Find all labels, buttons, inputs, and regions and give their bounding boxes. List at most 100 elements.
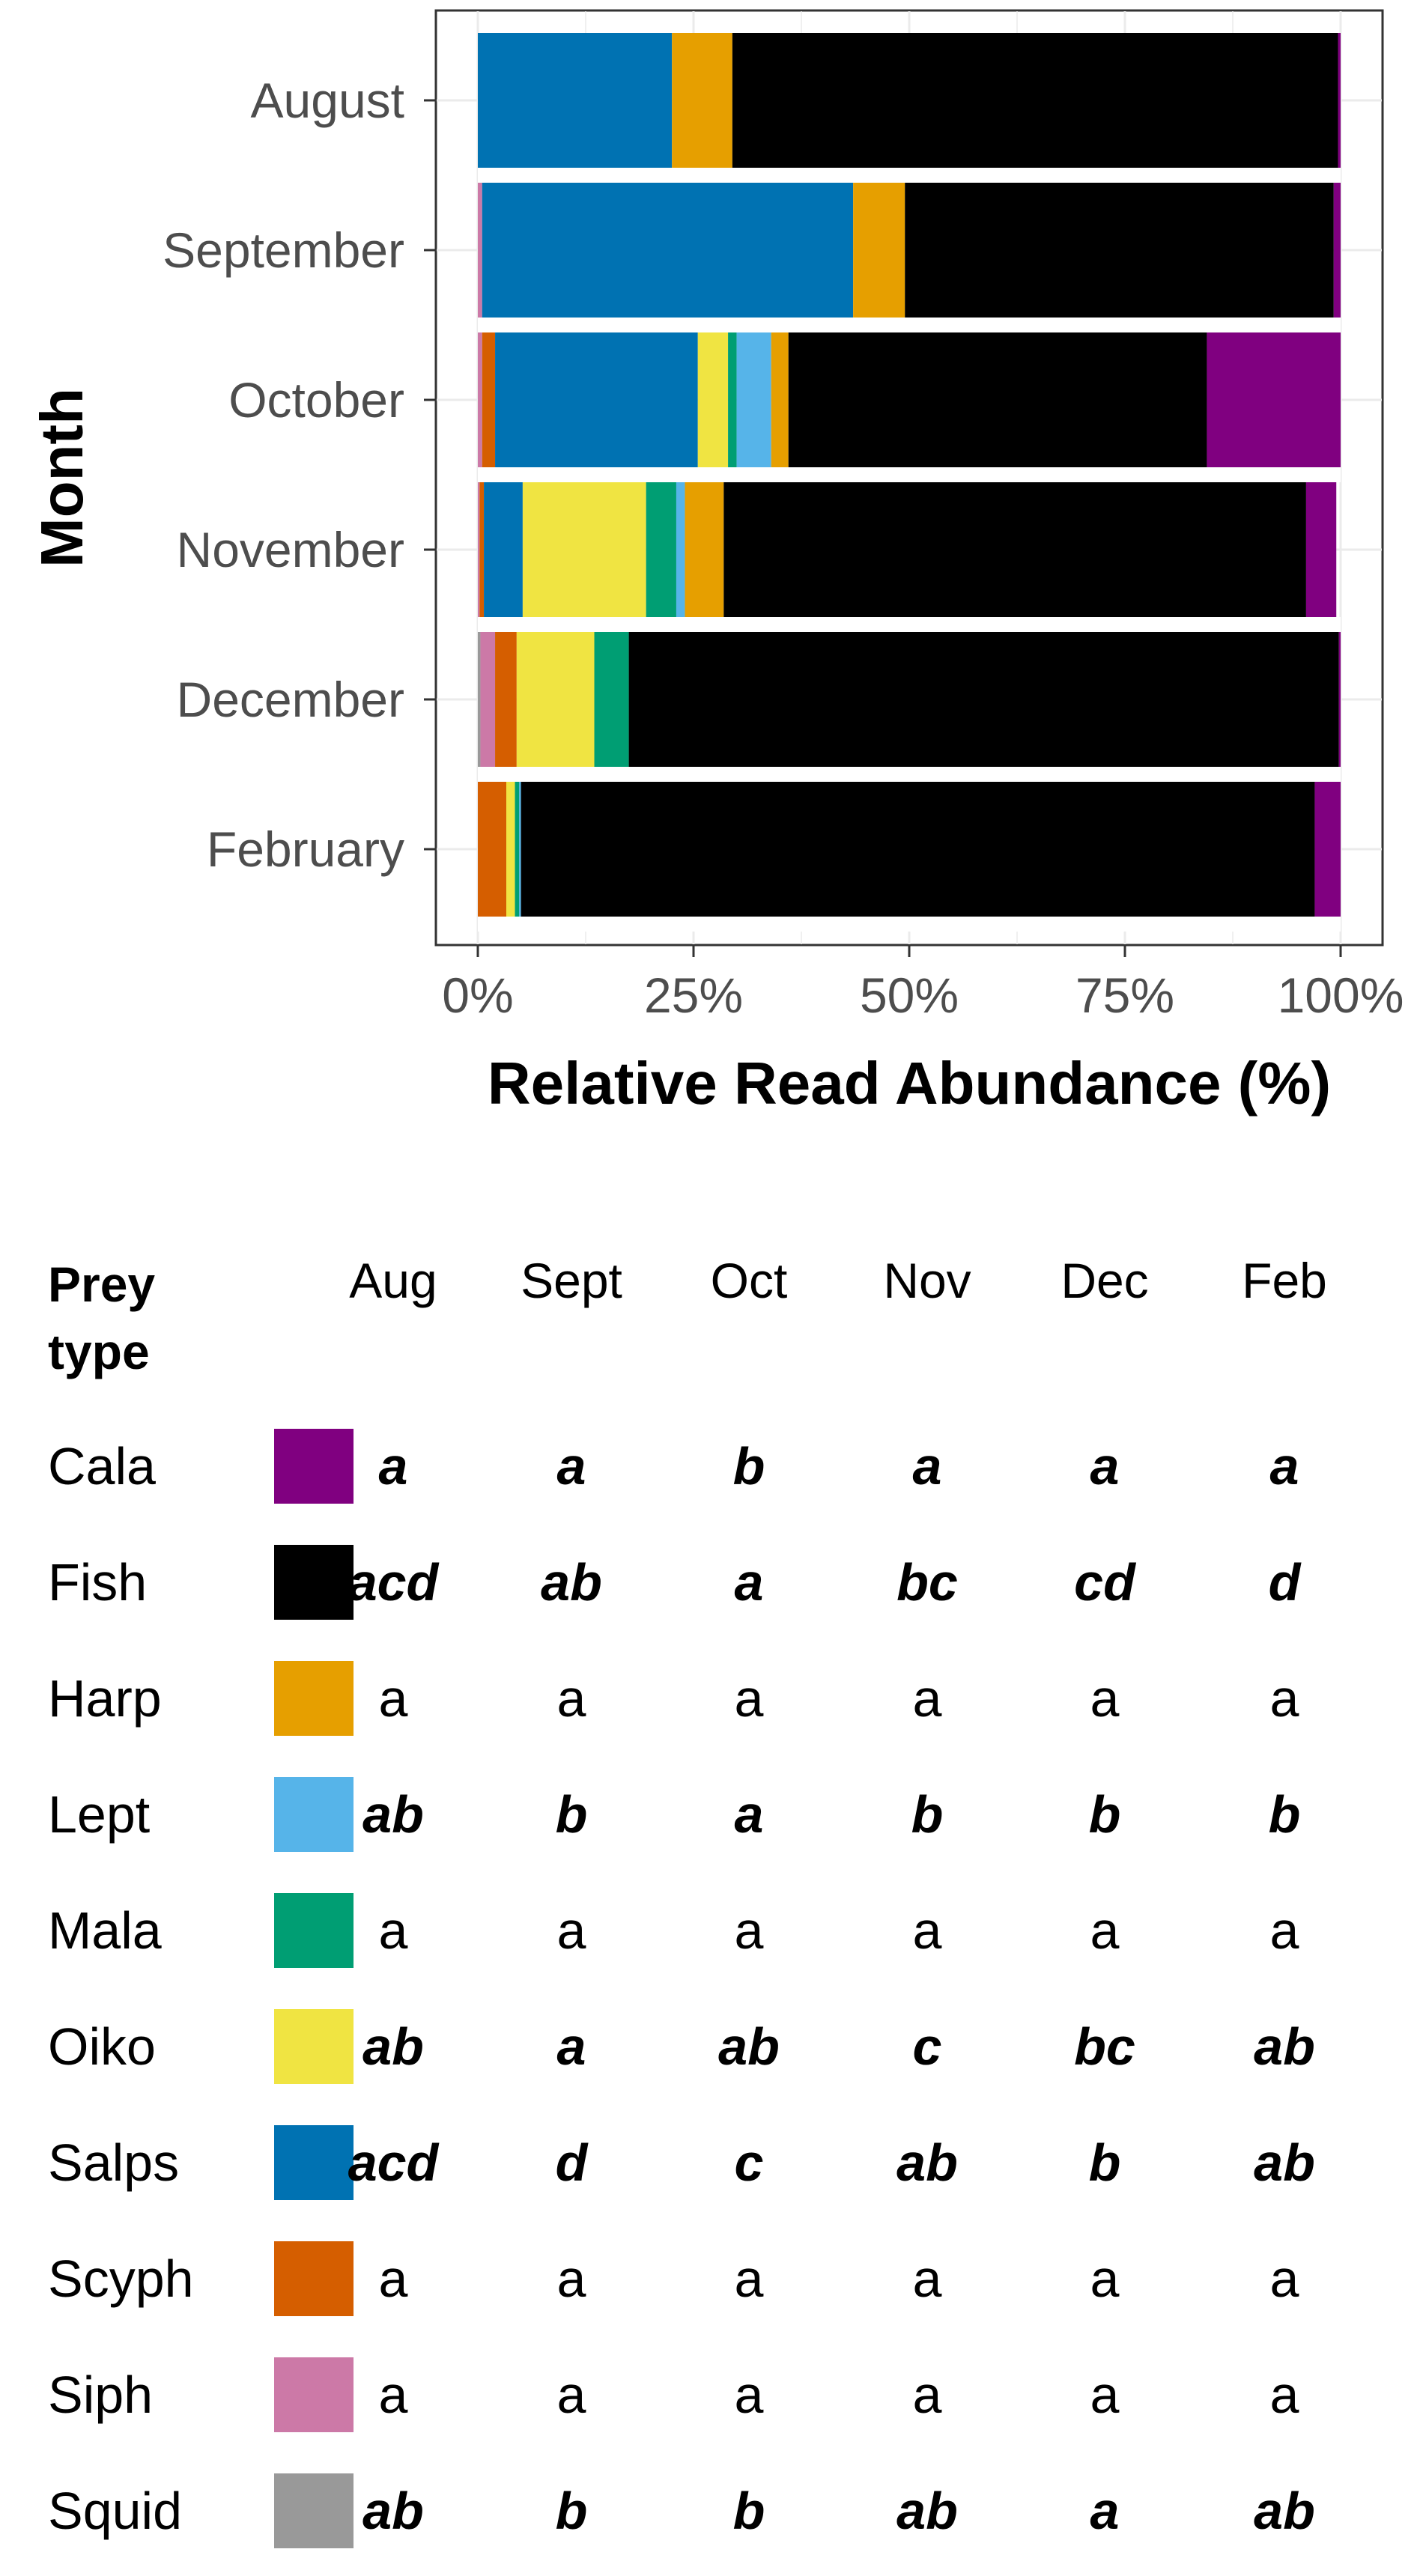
prey-color-swatch	[274, 2009, 354, 2084]
prey-type-label: Lept	[48, 1785, 151, 1844]
bar-segment-cala	[1338, 632, 1341, 767]
table-cell: a	[556, 2017, 586, 2076]
table-cell: a	[1090, 1901, 1120, 1960]
bar-segment-scyph	[482, 332, 496, 467]
bar-segment-mala	[594, 632, 629, 767]
table-cell: bc	[896, 1553, 958, 1611]
table-cell: ab	[718, 2017, 780, 2076]
prey-type-label: Oiko	[48, 2017, 156, 2076]
prey-color-swatch	[274, 1545, 354, 1620]
bar-segment-cala	[1333, 183, 1341, 318]
bar-segment-cala	[1305, 482, 1337, 617]
bar-segment-scyph	[495, 632, 517, 767]
y-axis: August September October November December Fe…	[163, 73, 436, 877]
prey-type-label: Cala	[48, 1437, 156, 1495]
x-tick-label: 75%	[1075, 967, 1174, 1023]
prey-type-label: Mala	[48, 1901, 162, 1960]
bar-separator	[478, 767, 1341, 782]
prey-color-swatch	[274, 2473, 354, 2548]
y-axis-title: Month	[28, 388, 95, 568]
table-cell: ab	[896, 2482, 958, 2540]
bars	[478, 33, 1341, 932]
y-tick-label: February	[207, 821, 404, 877]
table-cell: cd	[1074, 1553, 1135, 1611]
table-cell: a	[1090, 1437, 1120, 1495]
x-axis: 0% 25% 50% 75% 100%	[442, 945, 1404, 1023]
bar-segment-fish	[521, 782, 1315, 917]
table-cell: a	[1269, 2250, 1299, 2308]
bar-segment-cala	[1338, 33, 1341, 168]
table-cell: a	[1090, 2482, 1120, 2540]
prey-type-label: Salps	[48, 2133, 180, 2192]
bar-segment-fish	[723, 482, 1306, 617]
table-cell: a	[1090, 2366, 1120, 2424]
table-cell: a	[912, 2366, 942, 2424]
bar-separator	[478, 318, 1341, 332]
bar-segment-squid	[478, 632, 481, 767]
table-cell: a	[734, 2250, 764, 2308]
prey-type-label: Scyph	[48, 2250, 194, 2308]
prey-color-swatch	[274, 2125, 354, 2200]
x-tick-label: 25%	[644, 967, 743, 1023]
y-tick-label: August	[251, 73, 404, 128]
prey-color-swatch	[274, 2357, 354, 2432]
table-cell: acd	[348, 2133, 439, 2192]
bar-separator	[478, 168, 1341, 183]
table-cell: b	[1088, 1785, 1121, 1844]
table-cell: ab	[896, 2133, 958, 2192]
table-cell: a	[734, 1669, 764, 1728]
prey-color-swatch	[274, 1893, 354, 1968]
bar-segment-fish	[628, 632, 1339, 767]
table-cell: a	[1090, 1669, 1120, 1728]
table-cell: ab	[1254, 2133, 1315, 2192]
table-cell: a	[378, 2250, 408, 2308]
table-cell: a	[1090, 2250, 1120, 2308]
table-column-header: Aug	[349, 1253, 437, 1308]
bar-separator	[478, 617, 1341, 632]
table-cell: a	[556, 2366, 586, 2424]
bar-segment-cala	[1207, 332, 1341, 467]
stacked-bar-chart: August September October November December Fe…	[28, 9, 1404, 1117]
table-cell: ab	[362, 2482, 424, 2540]
bar-segment-siph	[478, 332, 482, 467]
y-tick-label: October	[228, 372, 404, 428]
bar-segment-salps	[482, 183, 854, 318]
bar-segment-salps	[484, 482, 523, 617]
table-column-header: Dec	[1061, 1253, 1149, 1308]
table-cell: a	[734, 1901, 764, 1960]
bar-segment-scyph	[479, 482, 485, 617]
prey-color-swatch	[274, 1777, 354, 1852]
table-cell: a	[378, 2366, 408, 2424]
table-cell: b	[911, 1785, 944, 1844]
table-cell: ab	[1254, 2482, 1315, 2540]
table-cell: a	[912, 2250, 942, 2308]
bar-segment-fish	[788, 332, 1207, 467]
table-cell: a	[556, 2250, 586, 2308]
table-header-title: Prey type	[48, 1257, 156, 1379]
table-cell: acd	[348, 1553, 439, 1611]
bar-segment-salps	[495, 332, 698, 467]
table-cell: a	[556, 1901, 586, 1960]
table-cell: b	[555, 2482, 588, 2540]
bar-segment-harp	[672, 33, 732, 168]
bar-segment-cala	[1314, 782, 1341, 917]
table-cell: a	[1269, 1901, 1299, 1960]
bar-segment-harp	[685, 482, 724, 617]
prey-color-swatch	[274, 1429, 354, 1504]
prey-color-swatch	[274, 1661, 354, 1736]
table-cell: b	[732, 2482, 765, 2540]
table-cell: a	[734, 1553, 764, 1611]
prey-color-swatch	[274, 2241, 354, 2316]
bar-segment-oiko	[516, 632, 595, 767]
table-cell: a	[912, 1437, 942, 1495]
table-cell: a	[1269, 1437, 1299, 1495]
bar-segment-mala	[728, 332, 737, 467]
table-cell: a	[378, 1437, 408, 1495]
bar-segment-salps	[478, 33, 673, 168]
table-cell: ab	[1254, 2017, 1315, 2076]
table-cell: a	[556, 1437, 586, 1495]
table-cell: b	[1268, 1785, 1301, 1844]
table-cell: ab	[362, 1785, 424, 1844]
y-tick-label: December	[177, 672, 404, 727]
table-cell: b	[732, 1437, 765, 1495]
